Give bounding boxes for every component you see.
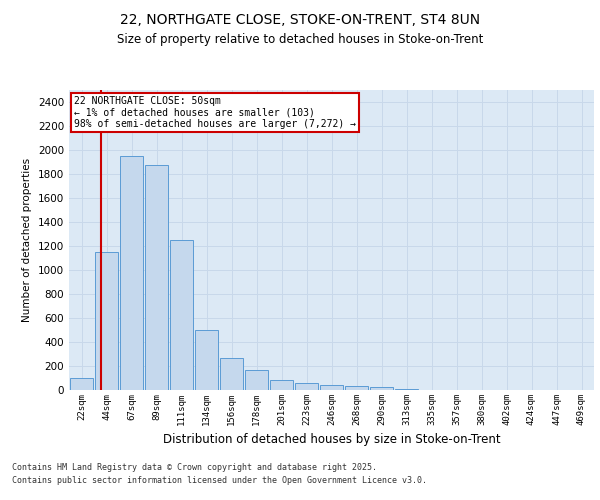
Bar: [370, 387, 393, 390]
Bar: [120, 156, 143, 390]
Bar: [320, 384, 343, 390]
Bar: [395, 389, 418, 390]
Text: Contains public sector information licensed under the Open Government Licence v3: Contains public sector information licen…: [12, 476, 427, 485]
Text: Size of property relative to detached houses in Stoke-on-Trent: Size of property relative to detached ho…: [117, 32, 483, 46]
Text: Contains HM Land Registry data © Crown copyright and database right 2025.: Contains HM Land Registry data © Crown c…: [12, 462, 377, 471]
Bar: [195, 330, 218, 390]
Text: 22 NORTHGATE CLOSE: 50sqm
← 1% of detached houses are smaller (103)
98% of semi-: 22 NORTHGATE CLOSE: 50sqm ← 1% of detach…: [74, 96, 356, 129]
Bar: [170, 240, 193, 390]
X-axis label: Distribution of detached houses by size in Stoke-on-Trent: Distribution of detached houses by size …: [163, 434, 500, 446]
Bar: [95, 252, 118, 390]
Bar: [345, 386, 368, 390]
Bar: [70, 378, 93, 390]
Bar: [245, 370, 268, 390]
Bar: [220, 358, 243, 390]
Y-axis label: Number of detached properties: Number of detached properties: [22, 158, 32, 322]
Text: 22, NORTHGATE CLOSE, STOKE-ON-TRENT, ST4 8UN: 22, NORTHGATE CLOSE, STOKE-ON-TRENT, ST4…: [120, 12, 480, 26]
Bar: [270, 380, 293, 390]
Bar: [295, 384, 318, 390]
Bar: [145, 165, 168, 390]
